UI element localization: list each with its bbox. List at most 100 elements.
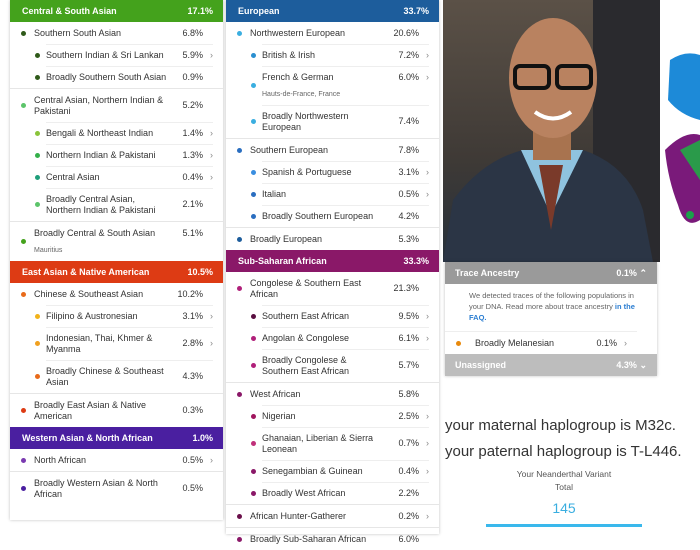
region-header-central-south-asian[interactable]: Central & South Asian 17.1%	[10, 0, 223, 22]
population-row-central-asian[interactable]: Central Asian 0.4% ›	[10, 166, 223, 188]
population-row-north-african[interactable]: North African 0.5% ›	[10, 449, 223, 471]
population-row-filipino-austronesian[interactable]: Filipino & Austronesian 3.1% ›	[10, 305, 223, 327]
population-name: African Hunter-Gatherer	[250, 510, 347, 521]
population-row-broadly-western-asian-north-african: Broadly Western Asian & North African 0.5…	[10, 471, 223, 505]
population-row-northern-indian-pakistani[interactable]: Northern Indian & Pakistani 1.3% ›	[10, 144, 223, 166]
population-pct: 0.7%	[398, 438, 419, 448]
population-dot	[251, 191, 256, 197]
population-row-bengali-northeast-indian[interactable]: Bengali & Northeast Indian 1.4% ›	[10, 122, 223, 144]
population-row-spanish-portuguese[interactable]: Spanish & Portuguese 3.1% ›	[226, 161, 439, 183]
population-dot	[35, 152, 40, 158]
population-pct: 0.4%	[182, 171, 203, 182]
population-row-italian[interactable]: Italian 0.5% ›	[226, 183, 439, 205]
population-pct: 0.5%	[182, 483, 203, 493]
unassigned-header[interactable]: Unassigned 4.3% ⌄	[445, 354, 657, 376]
population-name: Southern Indian & Sri Lankan	[46, 49, 164, 60]
population-row-nigerian[interactable]: Nigerian 2.5% ›	[226, 405, 439, 427]
population-pct: 5.3%	[398, 233, 419, 244]
population-name: Ghanaian, Liberian & Sierra Leonean	[262, 432, 374, 454]
population-name: Broadly Melanesian	[475, 337, 555, 348]
chevron-right-icon: ›	[210, 310, 213, 321]
population-row-british-irish[interactable]: British & Irish 7.2% ›	[226, 44, 439, 66]
region-title: European	[238, 6, 280, 16]
faq-link[interactable]: in the FAQ.	[469, 302, 635, 322]
population-pct: 1.4%	[182, 127, 203, 138]
population-row-angolan-congolese[interactable]: Angolan & Congolese 6.1% ›	[226, 327, 439, 349]
region-pct: 1.0%	[192, 433, 213, 443]
population-dot	[21, 239, 26, 244]
population-dot	[237, 286, 242, 291]
population-name: Nigerian	[262, 410, 296, 421]
region-pct: 33.7%	[403, 6, 429, 16]
chevron-right-icon: ›	[210, 454, 213, 465]
population-name: Northern Indian & Pakistani	[46, 149, 156, 160]
population-row-african-hunter-gatherer[interactable]: African Hunter-Gatherer 0.2% ›	[226, 504, 439, 527]
region-header-sub-saharan-african[interactable]: Sub-Saharan African 33.3%	[226, 250, 439, 272]
population-dot	[251, 490, 256, 496]
population-pct: 0.4%	[398, 465, 419, 476]
population-name: Broadly Northwestern European	[262, 110, 349, 132]
population-row-indonesian-thai-khmer-myanma[interactable]: Indonesian, Thai, Khmer & Myanma 2.8% ›	[10, 327, 223, 360]
ancestry-column-left: Central & South Asian 17.1% Southern South…	[10, 0, 223, 520]
population-pct: 3.1%	[182, 310, 203, 321]
trace-row-broadly-melanesian[interactable]: Broadly Melanesian 0.1% ›	[445, 331, 637, 354]
chevron-right-icon: ›	[426, 410, 429, 421]
population-dot	[251, 441, 256, 446]
neanderthal-bar	[486, 524, 642, 527]
population-pct: 7.4%	[398, 116, 419, 126]
unassigned-title: Unassigned	[455, 360, 507, 370]
population-dot	[35, 341, 40, 346]
unassigned-pct: 4.3%	[616, 359, 637, 370]
neanderthal-label: Your Neanderthal Variant	[516, 469, 612, 479]
population-pct: 21.3%	[393, 283, 419, 293]
population-dot	[35, 374, 40, 379]
trace-ancestry-header[interactable]: Trace Ancestry 0.1% ⌃	[445, 262, 657, 284]
population-dot	[35, 202, 40, 207]
population-row-congolese-southern-east-african: Congolese & Southern East African 21.3%	[226, 272, 439, 305]
region-pct: 33.3%	[403, 256, 429, 266]
population-name: Broadly Southern South Asian	[46, 71, 167, 82]
trace-desc-text: We detected traces of the following popu…	[469, 291, 634, 311]
population-pct: 2.2%	[398, 487, 419, 498]
population-row-chinese-southeast-asian: Chinese & Southeast Asian 10.2%	[10, 283, 223, 305]
population-row-southern-east-african[interactable]: Southern East African 9.5% ›	[226, 305, 439, 327]
trace-ancestry-description: We detected traces of the following popu…	[445, 284, 657, 331]
population-row-broadly-southern-south-asian: Broadly Southern South Asian 0.9%	[10, 66, 223, 88]
population-row-ghanaian-liberian-sierra-leonean[interactable]: Ghanaian, Liberian & Sierra Leonean 0.7% ›	[226, 427, 439, 460]
population-pct: 0.1%	[596, 337, 617, 348]
population-name: Broadly Congolese & Southern East Africa…	[262, 354, 350, 376]
profile-photo	[443, 0, 660, 262]
region-header-european[interactable]: European 33.7%	[226, 0, 439, 22]
population-name: Spanish & Portuguese	[262, 166, 352, 177]
population-pct: 7.8%	[398, 144, 419, 155]
population-row-french-german[interactable]: French & German Hauts-de-France, France 6.…	[226, 66, 439, 105]
population-pct: 6.0%	[398, 533, 419, 544]
population-pct: 0.2%	[398, 510, 419, 521]
region-header-east-asian-native-american[interactable]: East Asian & Native American 10.5%	[10, 261, 223, 283]
population-pct: 3.1%	[398, 166, 419, 177]
population-dot	[251, 169, 256, 175]
population-pct: 2.5%	[398, 410, 419, 421]
population-pct: 20.6%	[393, 27, 419, 38]
region-header-western-asian-north-african[interactable]: Western Asian & North African 1.0%	[10, 427, 223, 449]
population-row-senegambian-guinean[interactable]: Senegambian & Guinean 0.4% ›	[226, 460, 439, 482]
population-row-broadly-central-south-asian: Broadly Central & South Asian Mauritius 5.…	[10, 221, 223, 261]
population-name: Broadly East Asian & Native American	[34, 399, 147, 421]
population-name: Senegambian & Guinean	[262, 465, 363, 476]
population-dot	[35, 52, 40, 58]
population-name: Broadly Chinese & Southeast Asian	[46, 365, 164, 387]
population-row-broadly-sub-saharan-african: Broadly Sub-Saharan African 6.0%	[226, 527, 439, 550]
region-title: Western Asian & North African	[22, 433, 153, 443]
population-row-southern-indian-sri-lankan[interactable]: Southern Indian & Sri Lankan 5.9% ›	[10, 44, 223, 66]
population-pct: 2.8%	[182, 338, 203, 348]
population-pct: 0.3%	[182, 405, 203, 415]
population-pct: 1.3%	[182, 149, 203, 160]
chevron-right-icon: ›	[210, 49, 213, 60]
population-row-southern-european: Southern European 7.8%	[226, 138, 439, 161]
population-name: North African	[34, 454, 87, 465]
population-dot	[251, 363, 256, 368]
population-row-broadly-southern-european: Broadly Southern European 4.2%	[226, 205, 439, 227]
chevron-right-icon: ›	[426, 510, 429, 521]
population-dot	[21, 103, 26, 108]
population-pct: 2.1%	[182, 199, 203, 209]
